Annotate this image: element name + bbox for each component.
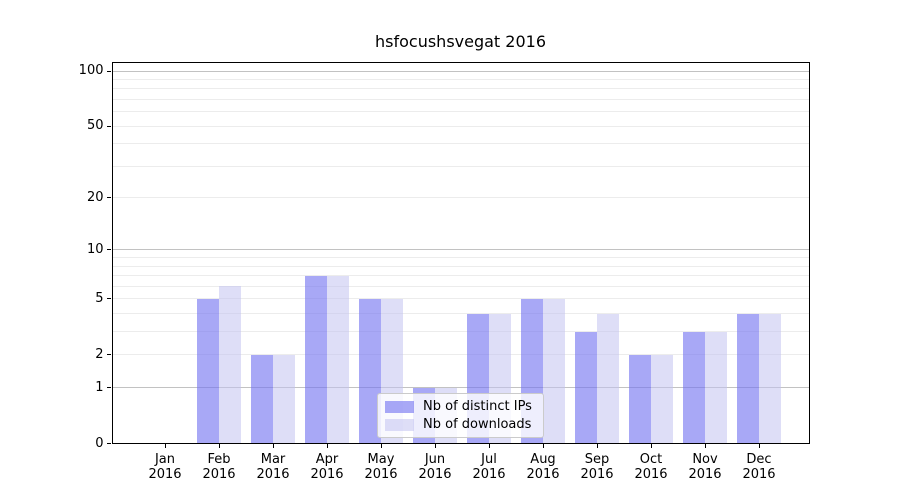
gridline-minor <box>111 298 810 300</box>
gridline-minor <box>111 125 810 127</box>
legend-item-distinct-ips: Nb of distinct IPs <box>385 399 543 414</box>
bar-downloads <box>543 298 565 443</box>
bar-distinct-ips <box>305 275 327 443</box>
bar-downloads <box>219 286 241 443</box>
y-tick-mark <box>106 70 111 72</box>
y-tick-label: 20 <box>86 189 104 205</box>
gridline-minor <box>111 99 810 100</box>
gridline-minor <box>111 331 810 333</box>
bar-downloads <box>705 331 727 443</box>
gridline-minor <box>111 197 810 199</box>
gridline-minor <box>111 275 810 277</box>
gridline-minor <box>111 88 810 90</box>
x-tick-mark <box>596 444 598 448</box>
legend-label-distinct-ips: Nb of distinct IPs <box>423 399 532 414</box>
y-tick-label: 0 <box>95 435 104 451</box>
x-tick-label: May 2016 <box>364 451 398 482</box>
y-tick-mark <box>106 443 111 444</box>
y-tick-label: 50 <box>86 118 104 134</box>
x-tick-mark <box>488 444 490 448</box>
y-tick-mark <box>106 125 111 127</box>
x-tick-mark <box>272 444 274 448</box>
gridline-minor <box>111 165 810 167</box>
legend-item-downloads: Nb of downloads <box>385 417 543 432</box>
gridline-minor <box>111 78 810 80</box>
bar-distinct-ips <box>251 354 273 443</box>
gridline-minor <box>111 111 810 113</box>
bar-downloads <box>597 313 619 443</box>
y-tick-label: 2 <box>95 346 104 362</box>
x-tick-mark <box>650 444 652 448</box>
legend-swatch-distinct-ips <box>385 400 414 413</box>
x-tick-label: Dec 2016 <box>742 451 776 482</box>
x-tick-mark <box>380 444 382 448</box>
x-tick-label: Nov 2016 <box>688 451 722 482</box>
legend: Nb of distinct IPs Nb of downloads <box>377 393 544 438</box>
gridline-minor <box>111 143 810 145</box>
bar-distinct-ips <box>359 298 381 443</box>
y-tick-label: 1 <box>95 379 104 395</box>
x-tick-label: Aug 2016 <box>526 451 560 482</box>
gridline-minor <box>111 285 810 287</box>
x-tick-label: Apr 2016 <box>310 451 344 482</box>
gridline-minor <box>111 257 810 259</box>
x-tick-label: Oct 2016 <box>634 451 668 482</box>
x-tick-mark <box>326 444 328 448</box>
x-tick-label: Sep 2016 <box>580 451 614 482</box>
x-tick-label: Jan 2016 <box>148 451 182 482</box>
y-tick-label: 10 <box>86 241 104 257</box>
bar-distinct-ips <box>737 313 759 443</box>
x-tick-label: Mar 2016 <box>256 451 290 482</box>
x-tick-mark <box>218 444 220 448</box>
chart-title: hsfocushsvegat 2016 <box>375 32 546 51</box>
gridline-major <box>111 70 810 72</box>
legend-swatch-downloads <box>385 418 414 431</box>
x-tick-label: Feb 2016 <box>202 451 236 482</box>
y-tick-label: 100 <box>78 63 104 79</box>
x-tick-mark <box>758 444 760 448</box>
y-tick-mark <box>106 249 111 251</box>
x-tick-mark <box>434 444 436 448</box>
bar-distinct-ips <box>683 331 705 443</box>
y-tick-mark <box>106 298 111 300</box>
bar-downloads <box>759 313 781 443</box>
gridline-minor <box>111 265 810 267</box>
bar-downloads <box>651 354 673 443</box>
x-tick-mark <box>164 444 166 448</box>
gridline-minor <box>111 354 810 356</box>
bar-distinct-ips <box>629 354 651 443</box>
bar-downloads <box>327 275 349 443</box>
gridline-major <box>111 387 810 389</box>
gridline-minor <box>111 313 810 315</box>
bar-distinct-ips <box>575 331 597 443</box>
y-tick-mark <box>106 354 111 356</box>
gridline-major <box>111 249 810 251</box>
y-tick-label: 5 <box>95 290 104 306</box>
y-tick-mark <box>106 387 111 389</box>
x-tick-label: Jul 2016 <box>472 451 506 482</box>
x-tick-mark <box>542 444 544 448</box>
y-tick-mark <box>106 197 111 199</box>
bar-distinct-ips <box>197 298 219 443</box>
x-tick-mark <box>704 444 706 448</box>
bar-downloads <box>273 354 295 443</box>
legend-label-downloads: Nb of downloads <box>423 417 532 432</box>
x-tick-label: Jun 2016 <box>418 451 452 482</box>
